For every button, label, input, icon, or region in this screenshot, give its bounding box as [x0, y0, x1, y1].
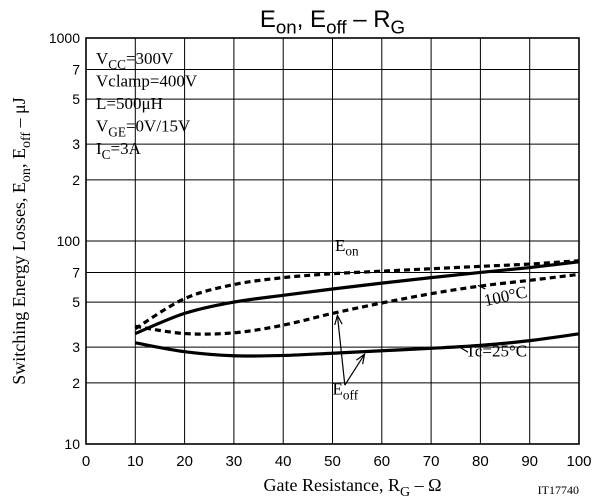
series-line-2	[134, 259, 580, 331]
series-group	[134, 259, 580, 358]
leader-arrow-1	[336, 315, 346, 386]
x-tick-label: 50	[324, 453, 341, 470]
x-tick-label: 100	[566, 453, 591, 470]
y-tick-label: 2	[72, 375, 80, 391]
leader-tick-25c	[460, 347, 469, 353]
leader-arrowhead-2	[356, 352, 366, 365]
x-axis-label: Gate Resistance, RG – Ω	[264, 475, 442, 500]
x-tick-label: 20	[176, 453, 193, 470]
condition-line: VCC=300V	[96, 49, 174, 72]
x-tick-label: 10	[127, 453, 144, 470]
series-line-3	[135, 332, 580, 358]
y-tick-label: 5	[72, 91, 80, 107]
x-tick-label: 40	[275, 453, 292, 470]
condition-line: Vclamp=400V	[96, 72, 198, 91]
x-tick-label: 30	[226, 453, 243, 470]
condition-line: IC=3A	[96, 139, 142, 162]
y-tick-label: 3	[72, 136, 80, 152]
y-tick-label: 3	[72, 339, 80, 355]
series-line-4	[135, 272, 580, 336]
leader-tick-100c	[477, 284, 486, 290]
y-tick-label: 10	[64, 436, 80, 452]
leader-arrow-2	[344, 353, 366, 386]
y-tick-label: 2	[72, 172, 80, 188]
x-tick-label: 90	[521, 453, 538, 470]
y-axis-label: Switching Energy Losses, Eon, Eoff – μJ	[9, 97, 34, 384]
x-tick-label: 80	[472, 453, 489, 470]
y-tick-label: 5	[72, 294, 80, 310]
y-tick-label: 1000	[49, 30, 80, 46]
x-tick-label: 70	[423, 453, 440, 470]
condition-line: VGE=0V/15V	[96, 117, 191, 140]
y-tick-label: 7	[72, 264, 80, 280]
annotation-t25: Tc=25°C	[466, 341, 527, 360]
x-tick-label: 60	[373, 453, 390, 470]
chart-labels: Eon, Eoff – RG Gate Resistance, RG – Ω Swi…	[9, 6, 579, 500]
condition-line: L=500μH	[96, 94, 163, 113]
annotation-eon: Eon	[335, 236, 359, 259]
y-tick-label: 100	[57, 233, 81, 249]
y-tick-label: 7	[72, 61, 80, 77]
plot-frame	[85, 37, 580, 445]
leader-arrowhead-1	[334, 313, 343, 326]
chart-title: Eon, Eoff – RG	[260, 6, 405, 38]
figure-id: IT17740	[538, 483, 579, 497]
x-tick-label: 0	[82, 453, 90, 470]
annotation-t100: 100°C	[482, 282, 529, 310]
annotation-eoff: Eoff	[333, 380, 359, 403]
series-line-1	[134, 260, 580, 336]
